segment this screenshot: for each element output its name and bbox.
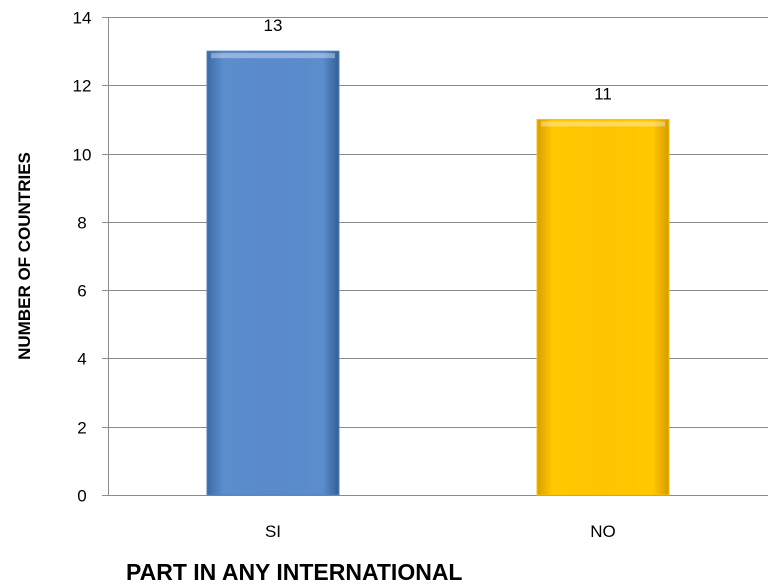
x-category-label: NO: [590, 522, 616, 541]
x-axis-title: PART IN ANY INTERNATIONAL: [126, 559, 462, 585]
y-tick-label: 2: [77, 419, 86, 438]
bar-no: [536, 118, 670, 496]
y-tick-label: 12: [73, 77, 92, 96]
y-tick-label: 0: [77, 487, 86, 506]
data-label: 13: [264, 16, 283, 35]
bar-si: [206, 50, 340, 496]
x-axis-categories: SI NO: [265, 522, 616, 541]
y-tick-label: 10: [73, 146, 92, 165]
data-labels: 13 11: [264, 16, 612, 103]
y-axis: 0 2 4 6 8 10 12 14: [73, 9, 109, 506]
y-tick-label: 6: [77, 282, 86, 301]
y-tick-label: 8: [77, 214, 86, 233]
y-tick-label: 4: [77, 350, 86, 369]
bar-highlight: [211, 53, 335, 59]
bars: [206, 50, 670, 496]
x-category-label: SI: [265, 522, 281, 541]
bar-highlight: [541, 121, 665, 127]
y-axis-title: NUMBER OF COUNTRIES: [15, 152, 34, 360]
y-tick-label: 14: [73, 9, 92, 28]
data-label: 11: [594, 84, 612, 103]
